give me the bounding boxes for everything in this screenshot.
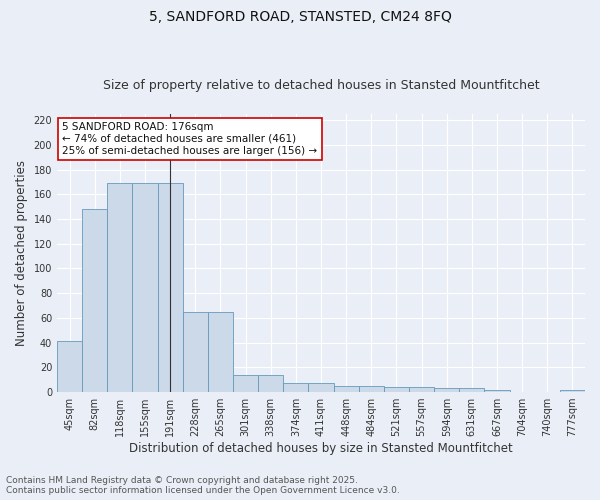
Bar [57,342,82,392]
Bar [183,312,208,392]
Bar [434,388,459,392]
Bar [258,375,283,392]
Bar [334,386,359,392]
Bar [484,390,509,392]
Bar [283,384,308,392]
Bar [384,387,409,392]
Bar [82,209,107,392]
Title: Size of property relative to detached houses in Stansted Mountfitchet: Size of property relative to detached ho… [103,79,539,92]
Bar [560,390,585,392]
Bar [208,312,233,392]
Text: Contains HM Land Registry data © Crown copyright and database right 2025.
Contai: Contains HM Land Registry data © Crown c… [6,476,400,495]
Bar [409,387,434,392]
Bar [158,183,183,392]
Text: 5, SANDFORD ROAD, STANSTED, CM24 8FQ: 5, SANDFORD ROAD, STANSTED, CM24 8FQ [149,10,451,24]
Bar [133,183,158,392]
Bar [308,384,334,392]
Text: 5 SANDFORD ROAD: 176sqm
← 74% of detached houses are smaller (461)
25% of semi-d: 5 SANDFORD ROAD: 176sqm ← 74% of detache… [62,122,317,156]
Y-axis label: Number of detached properties: Number of detached properties [15,160,28,346]
X-axis label: Distribution of detached houses by size in Stansted Mountfitchet: Distribution of detached houses by size … [129,442,513,455]
Bar [107,183,133,392]
Bar [459,388,484,392]
Bar [233,375,258,392]
Bar [359,386,384,392]
